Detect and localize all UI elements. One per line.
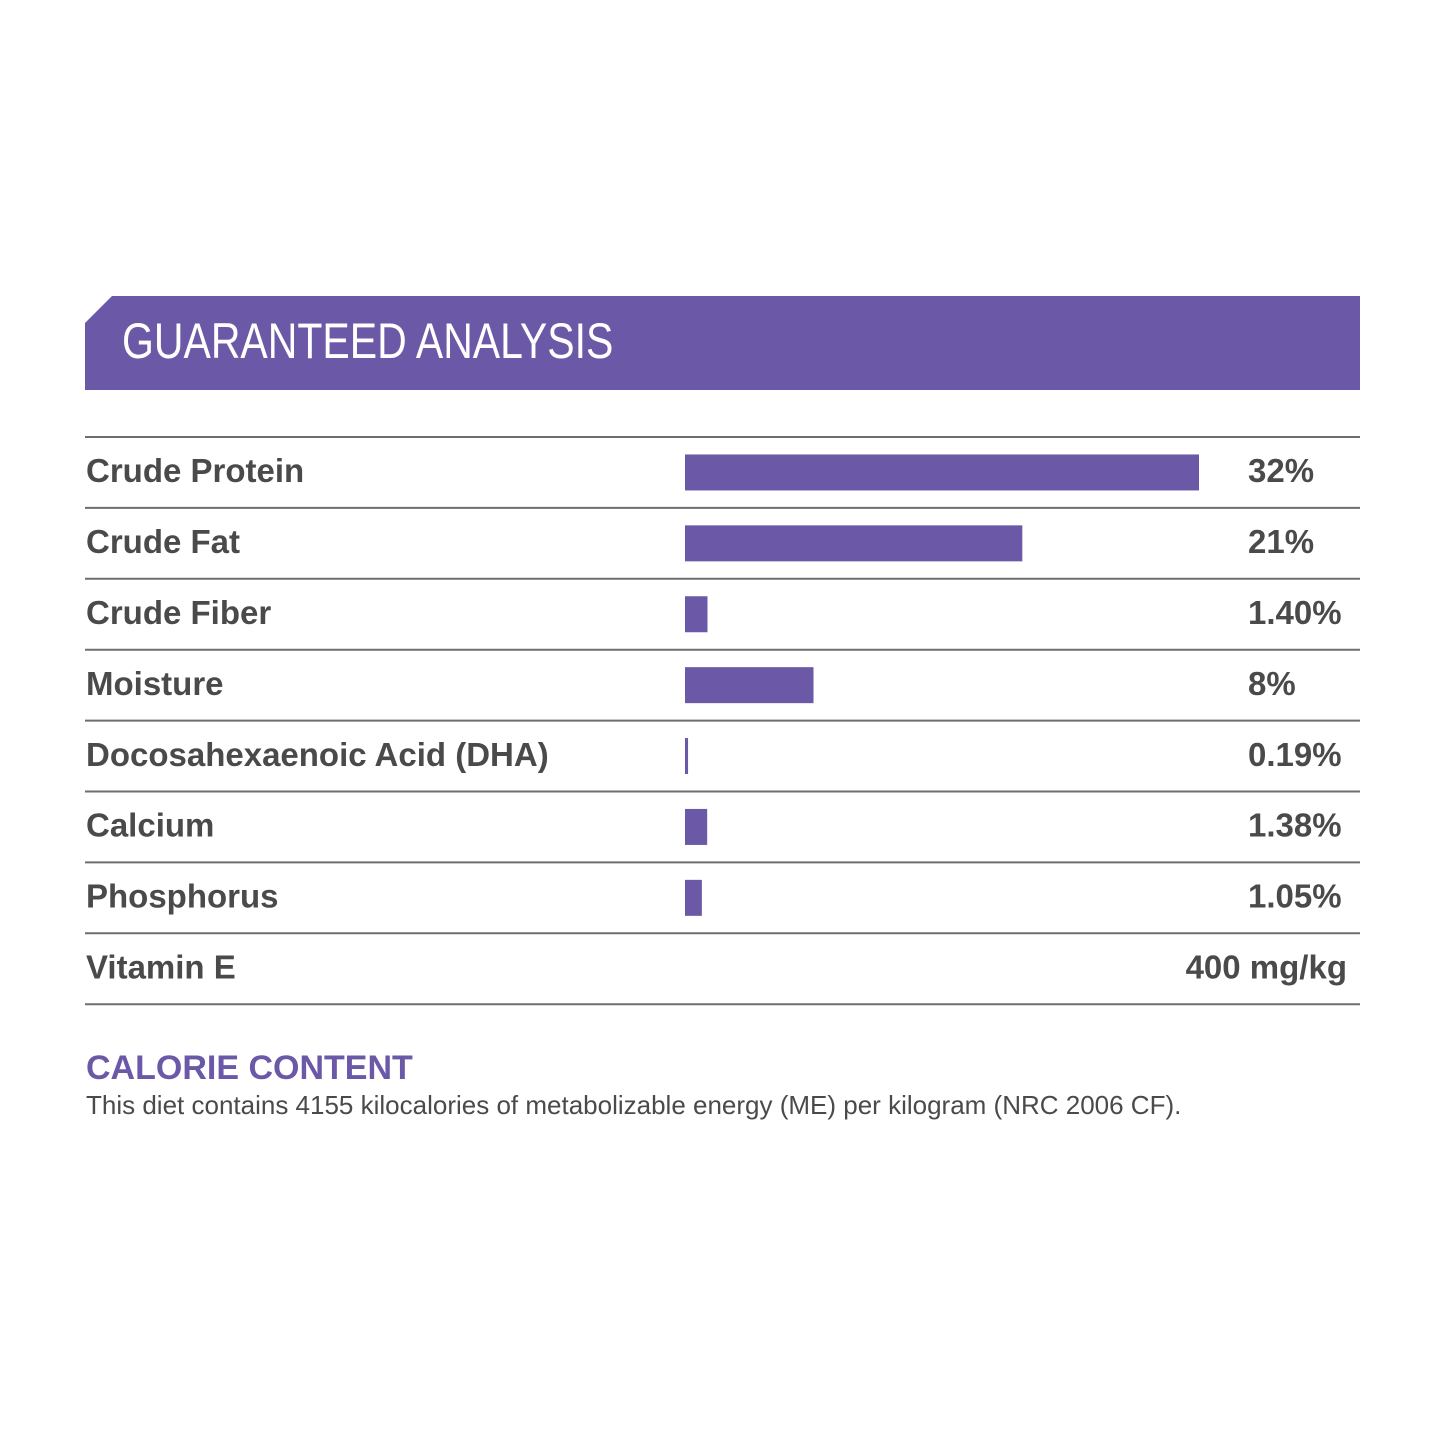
value-label: 21% [1248, 523, 1314, 560]
bar [685, 525, 1023, 562]
header-band [85, 296, 1360, 390]
row-label: Phosphorus [86, 878, 279, 915]
value-label: 400 mg/kg [1186, 948, 1347, 985]
row-label: Crude Protein [86, 452, 304, 489]
row-label: Docosahexaenoic Acid (DHA) [86, 736, 549, 773]
bar [685, 667, 814, 704]
bar [685, 808, 708, 845]
row-label: Moisture [86, 665, 224, 702]
bar [685, 454, 1199, 491]
bar [685, 596, 708, 633]
row-label: Vitamin E [86, 948, 236, 985]
bar [685, 879, 702, 916]
value-label: 32% [1248, 452, 1314, 489]
value-label: 1.38% [1248, 807, 1342, 844]
bar [685, 738, 689, 775]
note-text: This diet contains 4155 kilocalories of … [86, 1090, 1182, 1120]
value-label: 1.40% [1248, 594, 1342, 631]
value-label: 1.05% [1248, 878, 1342, 915]
note: CALORIE CONTENT This diet contains 4155 … [86, 1048, 1376, 1123]
row-label: Calcium [86, 807, 214, 844]
value-label: 8% [1248, 665, 1296, 702]
row-label: Crude Fiber [86, 594, 271, 631]
row-label: Crude Fat [86, 523, 240, 560]
chart-title: GUARANTEED ANALYSIS [122, 313, 613, 369]
value-label: 0.19% [1248, 736, 1342, 773]
note-heading: CALORIE CONTENT [86, 1049, 413, 1087]
